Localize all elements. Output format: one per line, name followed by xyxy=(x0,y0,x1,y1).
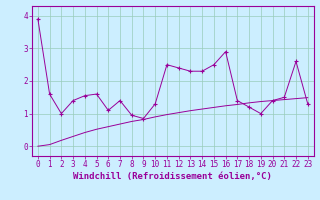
X-axis label: Windchill (Refroidissement éolien,°C): Windchill (Refroidissement éolien,°C) xyxy=(73,172,272,181)
